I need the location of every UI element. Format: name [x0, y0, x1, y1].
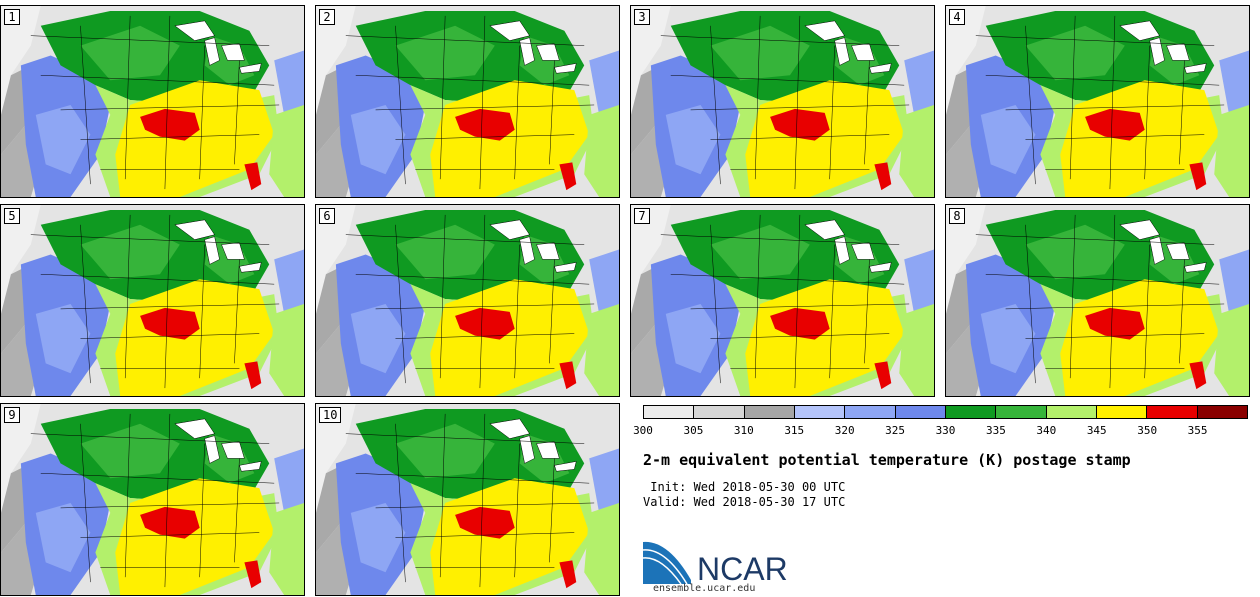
colorbar-segment: [694, 406, 745, 418]
postage-stamp-panel: 5: [0, 204, 305, 397]
colorbar-segment: [1096, 406, 1148, 418]
panel-number: 3: [634, 9, 650, 25]
valid-time: Valid: Wed 2018-05-30 17 UTC: [643, 495, 846, 509]
panel-number: 6: [319, 208, 335, 224]
colorbar-segment: [744, 406, 795, 418]
panel-number: 8: [949, 208, 965, 224]
postage-stamp-panel: 10: [315, 403, 620, 596]
colorbar-segment: [1197, 406, 1247, 418]
init-time: Init: Wed 2018-05-30 00 UTC: [643, 480, 846, 494]
panel-number: 1: [4, 9, 20, 25]
colorbar: [643, 405, 1248, 419]
colorbar-segment: [794, 406, 846, 418]
panel-number: 7: [634, 208, 650, 224]
colorbar-tick-label: 330: [935, 424, 956, 437]
colorbar-tick-label: 325: [885, 424, 906, 437]
logo-text: NCAR: [697, 551, 788, 585]
colorbar-segment: [1147, 406, 1198, 418]
postage-stamp-panel: 1: [0, 5, 305, 198]
ncar-logo: NCAR: [643, 541, 788, 585]
postage-stamp-panel: 8: [945, 204, 1250, 397]
colorbar-segment: [1046, 406, 1097, 418]
postage-stamp-panel: 7: [630, 204, 935, 397]
website-url: ensemble.ucar.edu: [653, 583, 756, 594]
colorbar-tick-label: 335: [985, 424, 1006, 437]
panel-number: 5: [4, 208, 20, 224]
postage-stamp-panel: 6: [315, 204, 620, 397]
plot-title: 2-m equivalent potential temperature (K)…: [643, 451, 1131, 469]
colorbar-tick-label: 310: [733, 424, 754, 437]
colorbar-tick-label: 340: [1036, 424, 1057, 437]
postage-stamp-panel: 4: [945, 5, 1250, 198]
panel-number: 9: [4, 407, 20, 423]
colorbar-tick-label: 305: [683, 424, 704, 437]
colorbar-segment: [845, 406, 896, 418]
panel-number: 2: [319, 9, 335, 25]
colorbar-tick-label: 300: [633, 424, 653, 437]
panel-number: 4: [949, 9, 965, 25]
postage-stamp-panel: 9: [0, 403, 305, 596]
colorbar-tick-label: 345: [1086, 424, 1107, 437]
colorbar-segment: [895, 406, 946, 418]
colorbar-segment: [945, 406, 997, 418]
colorbar-segment: [996, 406, 1047, 418]
colorbar-segment: [644, 406, 695, 418]
colorbar-tick-label: 350: [1137, 424, 1158, 437]
postage-stamp-panel: 3: [630, 5, 935, 198]
colorbar-tick-label: 315: [784, 424, 805, 437]
colorbar-tick-label: 320: [834, 424, 855, 437]
panel-number: 10: [319, 407, 342, 423]
colorbar-tick-label: 355: [1187, 424, 1208, 437]
postage-stamp-panel: 2: [315, 5, 620, 198]
